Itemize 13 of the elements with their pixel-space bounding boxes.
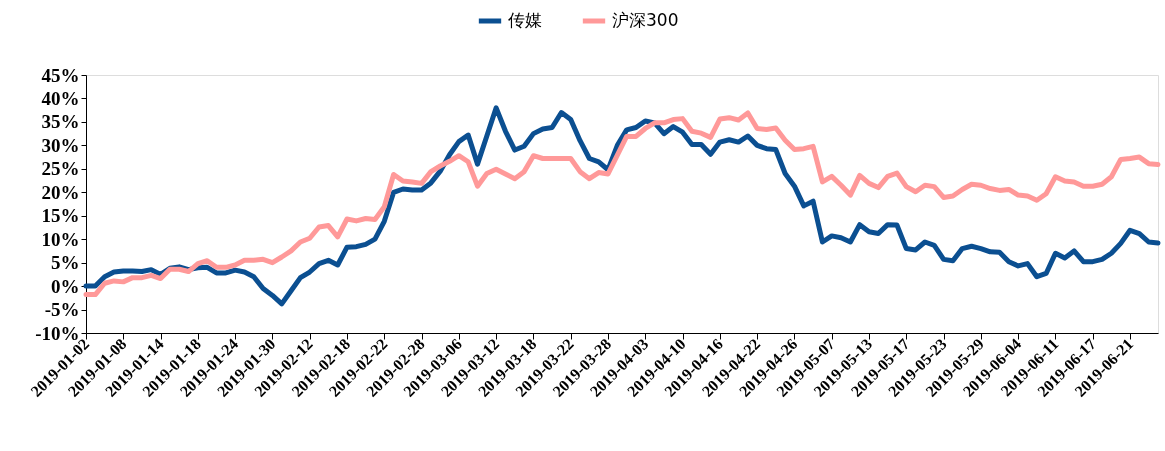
y-tick-label: 25% xyxy=(41,158,80,180)
y-tick-label: 20% xyxy=(41,181,80,203)
y-tick-label: 15% xyxy=(41,205,80,227)
y-tick-label: -5% xyxy=(44,299,80,321)
legend-label: 沪深300 xyxy=(612,10,679,30)
y-tick-label: 0% xyxy=(51,275,80,297)
y-tick-label: 45% xyxy=(41,64,80,86)
y-tick-label: 35% xyxy=(41,111,80,133)
legend-label: 传媒 xyxy=(508,10,542,30)
y-tick-label: 30% xyxy=(41,134,80,156)
y-tick-label: 10% xyxy=(41,228,80,250)
y-tick-label: 40% xyxy=(41,87,80,109)
y-tick-label: 5% xyxy=(51,252,80,274)
